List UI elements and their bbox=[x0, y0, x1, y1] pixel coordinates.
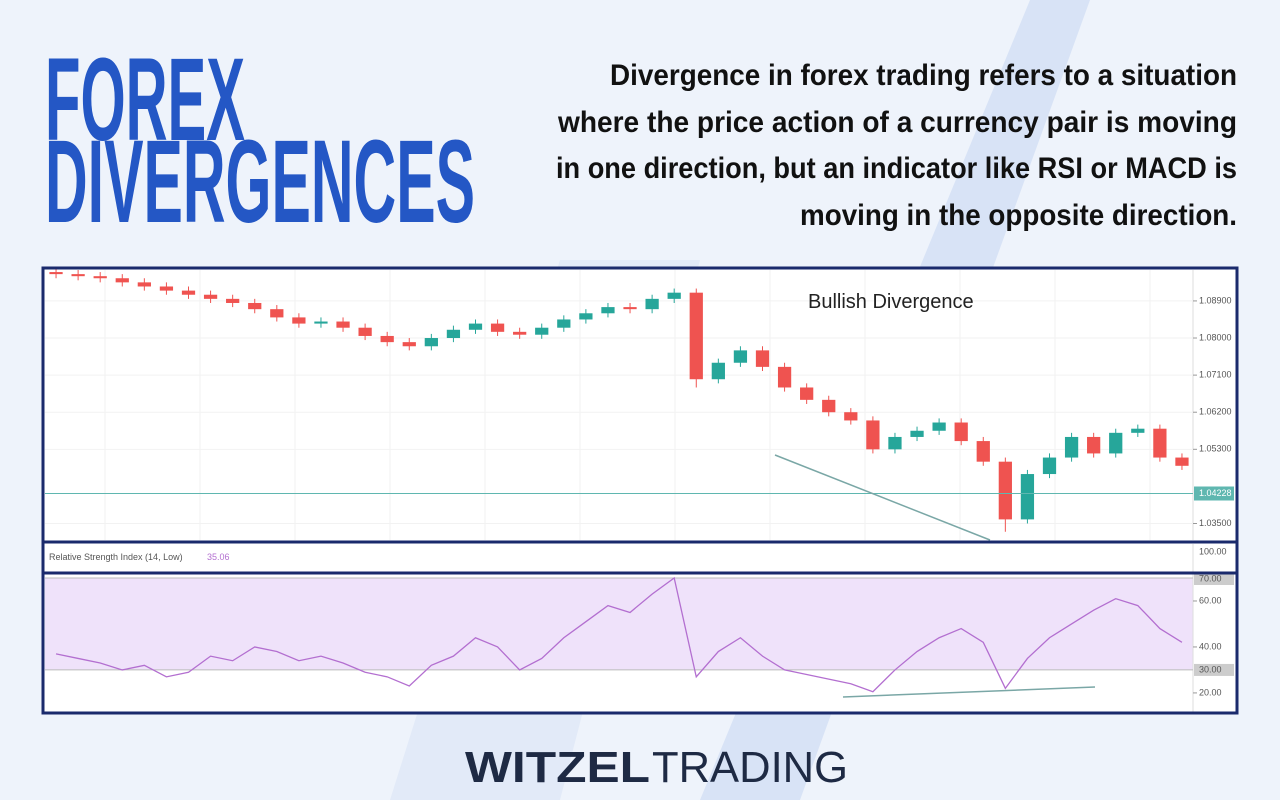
brand: TRADING bbox=[652, 743, 848, 792]
current-price-box bbox=[1194, 486, 1234, 501]
y-tick-label: 30.00 bbox=[1199, 664, 1222, 674]
chart-plot: 1.08900 1.08000 1.07100 1.06200 1.05300 1.035… bbox=[45, 267, 1234, 712]
candle-body bbox=[623, 307, 637, 310]
rsi-band bbox=[45, 577, 1193, 670]
candle-body bbox=[314, 321, 328, 324]
chart-frame bbox=[41, 266, 1239, 715]
y-tick-label: 1.08000 bbox=[1199, 332, 1232, 342]
candle-body bbox=[1153, 428, 1167, 458]
candle-body bbox=[159, 286, 174, 291]
indicator-title: Relative Strength Index (14, Low) bbox=[49, 552, 183, 562]
candle-body bbox=[557, 319, 571, 328]
candle-body bbox=[954, 422, 968, 442]
candle-body bbox=[579, 313, 593, 320]
candle-body bbox=[645, 298, 659, 310]
candle-body bbox=[866, 420, 880, 450]
y-tick-label: 1.08900 bbox=[1199, 295, 1232, 305]
candle-body bbox=[1020, 474, 1035, 520]
candle-body bbox=[71, 274, 85, 277]
candle-body bbox=[358, 327, 372, 336]
candle-body bbox=[733, 350, 748, 363]
candle-body bbox=[1131, 428, 1145, 433]
rsi-line bbox=[55, 576, 1183, 693]
brand: WITZEL bbox=[465, 743, 650, 792]
candle-body bbox=[1175, 457, 1189, 466]
candle-body bbox=[226, 298, 240, 303]
y-tick-label: 70.00 bbox=[1199, 573, 1222, 583]
candle-body bbox=[292, 317, 306, 324]
candle-body bbox=[402, 342, 416, 347]
y-tick-label: 100.00 bbox=[1199, 546, 1227, 556]
y-tick-label: 20.00 bbox=[1199, 687, 1222, 697]
tick-box bbox=[1194, 663, 1234, 676]
candle-body bbox=[380, 335, 394, 343]
current-price-label: 1.04228 bbox=[1199, 488, 1232, 498]
candle-body bbox=[115, 278, 129, 283]
description: moving in the opposite direction. bbox=[800, 199, 1237, 232]
candle-body bbox=[248, 302, 262, 310]
title: DIVERGENCES bbox=[45, 116, 475, 248]
candle-body bbox=[535, 327, 549, 335]
candle-body bbox=[1109, 432, 1123, 454]
candle-body bbox=[203, 294, 218, 299]
description: where the price action of a currency pai… bbox=[557, 106, 1237, 139]
candle-body bbox=[336, 321, 350, 328]
tick-box bbox=[1194, 573, 1234, 585]
y-tick-label: 1.06200 bbox=[1199, 407, 1232, 417]
candle-body bbox=[1087, 436, 1101, 454]
candle-body bbox=[844, 412, 858, 421]
candle-body bbox=[601, 307, 615, 314]
y-tick-label: 1.07100 bbox=[1199, 369, 1232, 379]
divergence-line bbox=[774, 454, 991, 541]
y-tick-label: 1.05300 bbox=[1199, 444, 1232, 454]
candle-body bbox=[468, 323, 483, 330]
candle-body bbox=[1042, 457, 1057, 475]
candle-body bbox=[998, 461, 1012, 520]
candle-body bbox=[777, 366, 792, 388]
candle-body bbox=[689, 292, 703, 380]
annotation: Bullish Divergence bbox=[808, 291, 974, 313]
y-tick-label: 1.03500 bbox=[1199, 518, 1232, 528]
y-tick-label: 60.00 bbox=[1199, 595, 1222, 605]
candle-body bbox=[270, 309, 284, 318]
title: FOREX bbox=[45, 34, 245, 166]
candle-body bbox=[932, 422, 946, 431]
candle-body bbox=[137, 282, 151, 287]
candle-body bbox=[976, 441, 990, 462]
y-tick-label: 40.00 bbox=[1199, 641, 1222, 651]
candle-body bbox=[49, 272, 63, 275]
candle-body bbox=[800, 387, 814, 400]
candle-body bbox=[513, 331, 527, 335]
candle-body bbox=[181, 290, 196, 295]
candle-body bbox=[93, 276, 107, 279]
candle-body bbox=[888, 436, 902, 450]
candle-body bbox=[490, 323, 505, 332]
divergence-line bbox=[842, 686, 1096, 698]
description: Divergence in forex trading refers to a … bbox=[610, 59, 1237, 92]
candle-body bbox=[755, 350, 770, 367]
candle-body bbox=[424, 338, 438, 347]
candle-body bbox=[667, 292, 681, 299]
indicator-value: 35.06 bbox=[207, 552, 230, 562]
candle-body bbox=[446, 329, 461, 339]
candle-body bbox=[910, 430, 924, 437]
description: in one direction, but an indicator like … bbox=[556, 152, 1237, 185]
candle-body bbox=[711, 362, 725, 380]
candle-body bbox=[1064, 436, 1079, 458]
candle-body bbox=[822, 399, 836, 413]
